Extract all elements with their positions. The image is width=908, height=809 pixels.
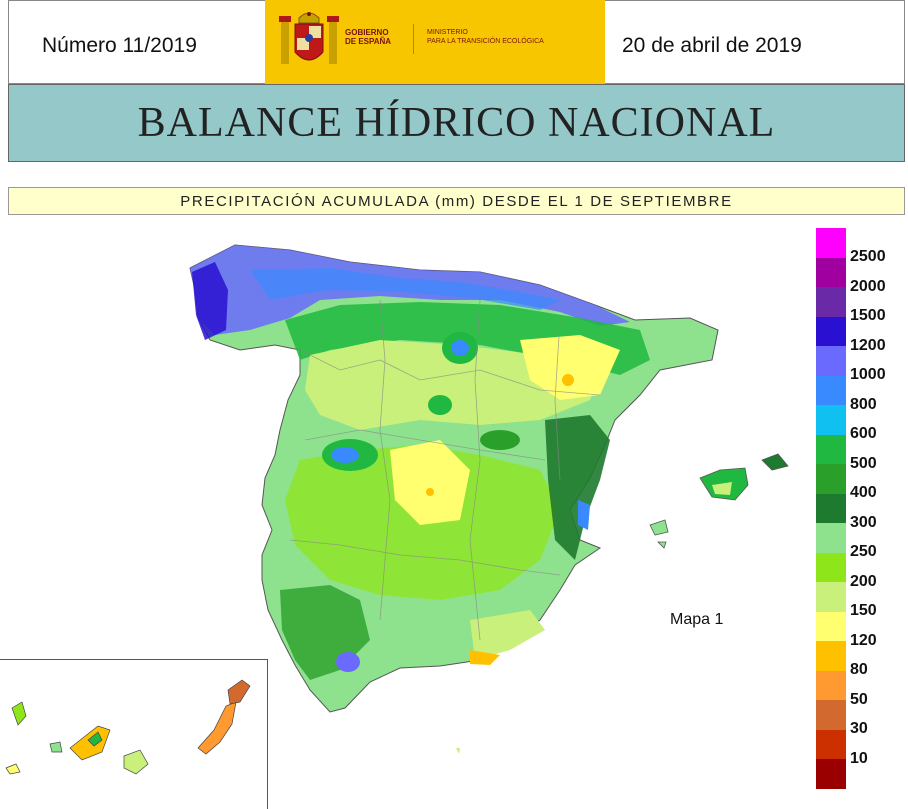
legend-swatch (816, 346, 846, 376)
legend-label: 120 (850, 631, 877, 649)
legend-label: 2500 (850, 248, 886, 265)
legend-swatch (816, 729, 846, 760)
la-palma-island (11, 701, 27, 726)
la-gomera-island (49, 741, 63, 753)
legend-swatch (816, 700, 846, 730)
central-dry-zone (390, 440, 470, 525)
legend-swatch (816, 287, 846, 317)
tenerife-island (69, 725, 111, 761)
legend-swatch (816, 641, 846, 671)
legend-label: 150 (850, 602, 877, 619)
issue-date: 20 de abril de 2019 (622, 34, 802, 57)
almeria-dry (470, 650, 500, 665)
gredos-blue (331, 447, 359, 463)
legend-swatch (816, 552, 846, 583)
cantabrian-blue (250, 268, 560, 310)
logo-line-2: DE ESPAÑA (345, 37, 392, 46)
legend-swatch (816, 582, 846, 612)
teruel-green (480, 430, 520, 450)
grazalema-wet (336, 652, 360, 672)
gran-canaria-island (123, 749, 149, 775)
government-logo: GOBIERNO DE ESPAÑA MINISTERIO PARA LA TR… (265, 0, 605, 84)
southeast-dry (470, 610, 545, 660)
logo-divider (413, 24, 414, 54)
legend-label: 400 (850, 484, 877, 501)
menorca-island (761, 453, 789, 471)
ebro-valley-dry (520, 335, 620, 400)
ministry-line-2: PARA LA TRANSICIÓN ECOLÓGICA (427, 38, 544, 45)
legend-label: 30 (850, 720, 868, 737)
ministry-text: MINISTERIO PARA LA TRANSICIÓN ECOLÓGICA (427, 28, 544, 46)
formentera-island (657, 541, 667, 549)
legend-swatch (816, 375, 846, 406)
logo-line-1: GOBIERNO (345, 28, 389, 37)
government-text: GOBIERNO DE ESPAÑA (345, 28, 391, 46)
legend-label: 300 (850, 513, 877, 531)
legend-swatch (816, 228, 846, 258)
page-title: BALANCE HÍDRICO NACIONAL (137, 100, 776, 146)
legend-swatch (816, 493, 846, 524)
madrid-dry-spot (426, 488, 434, 496)
legend-label: 80 (850, 661, 868, 678)
legend-label: 10 (850, 749, 868, 767)
precipitation-map (5, 244, 789, 775)
legend-label: 1200 (850, 336, 886, 354)
legend-swatch (816, 759, 846, 789)
legend-swatch (816, 670, 846, 701)
valencia-blue (578, 500, 590, 530)
legend-label: 500 (850, 454, 877, 472)
mallorca-dry (712, 482, 732, 495)
legend-label: 800 (850, 395, 877, 413)
ibiza-island (649, 519, 669, 536)
fuerteventura-island (197, 701, 237, 755)
legend-swatch (816, 523, 846, 553)
legend-swatch (816, 316, 846, 347)
legend-swatch (816, 405, 846, 435)
picos-blue-core (451, 340, 469, 356)
legend-label: 600 (850, 425, 877, 442)
lanzarote-island (227, 679, 251, 705)
legend-swatch (816, 257, 846, 288)
legend-label: 50 (850, 690, 868, 708)
legend-label: 200 (850, 572, 877, 590)
subtitle-banner: PRECIPITACIÓN ACUMULADA (mm) DESDE EL 1 … (8, 187, 905, 215)
legend-swatch (816, 611, 846, 642)
tenerife-wet (87, 731, 103, 747)
canary-islands-inset (0, 659, 268, 809)
canary-islands (5, 679, 251, 775)
title-banner: BALANCE HÍDRICO NACIONAL (8, 84, 905, 162)
alboran-dot (456, 748, 460, 754)
east-coast-band (545, 415, 610, 560)
map-label: Mapa 1 (670, 611, 724, 628)
ministry-line-1: MINISTERIO (427, 29, 468, 36)
region-borders (289, 299, 601, 641)
guadarrama-spot (428, 395, 452, 415)
galicia-very-wet (192, 262, 228, 340)
el-hierro-island (5, 763, 21, 775)
map-subtitle: PRECIPITACIÓN ACUMULADA (mm) DESDE EL 1 … (180, 193, 733, 210)
legend-label: 250 (850, 543, 877, 560)
coat-of-arms-icon (279, 12, 339, 64)
legend-label: 1500 (850, 307, 886, 324)
legend-label: 1000 (850, 366, 886, 383)
ebro-driest-spot (562, 374, 574, 386)
legend-swatch (816, 434, 846, 465)
legend-swatch (816, 464, 846, 494)
legend-label: 2000 (850, 277, 886, 295)
issue-number: Número 11/2019 (42, 34, 197, 57)
